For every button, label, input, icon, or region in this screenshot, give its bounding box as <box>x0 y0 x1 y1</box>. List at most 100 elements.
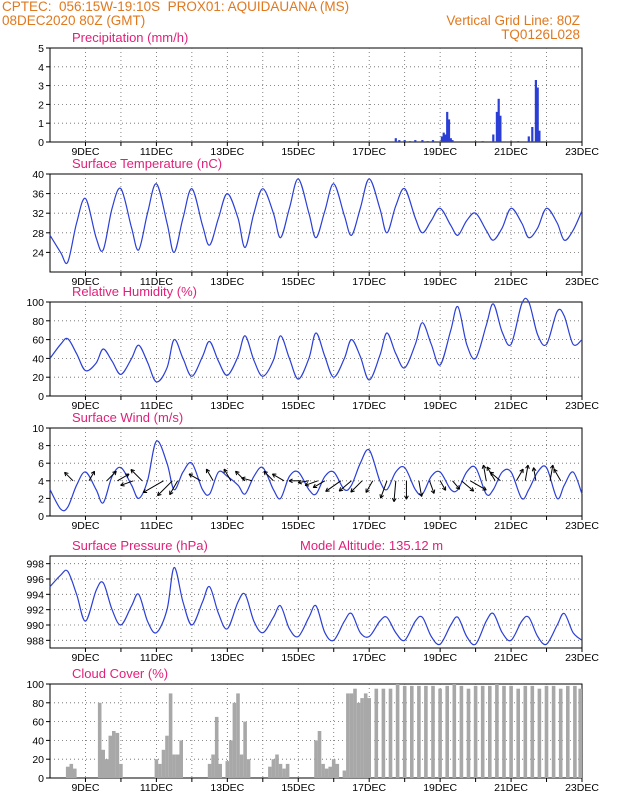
x-tick-label: 15DEC <box>281 276 315 288</box>
bar-cloud <box>438 688 442 778</box>
wind-arrow <box>64 471 74 482</box>
wind-arrow <box>142 480 164 494</box>
wind-arrow <box>241 476 253 482</box>
y-tick-label: 20 <box>32 372 44 384</box>
series-line-wind <box>49 440 583 512</box>
bar-cloud <box>232 702 237 778</box>
panel-frame <box>49 301 583 397</box>
wind-arrow <box>489 471 501 482</box>
bar-cloud <box>158 763 162 778</box>
bar-cloud <box>324 768 329 778</box>
wind-arrow <box>379 480 388 499</box>
bar-cloud <box>97 702 102 778</box>
bar-precip <box>426 141 429 142</box>
y-tick-label: 2 <box>38 99 44 111</box>
wind-arrow <box>304 480 318 487</box>
bar-cloud <box>229 740 233 778</box>
x-tick-label: 15DEC <box>281 652 315 664</box>
x-tick-label: 23DEC <box>565 146 599 158</box>
wind-arrow <box>470 480 487 491</box>
bar-precip <box>499 115 502 142</box>
bar-cloud <box>445 685 449 778</box>
x-tick-label: 19DEC <box>423 520 457 532</box>
y-tick-label: 28 <box>32 228 44 240</box>
x-tick-label: 13DEC <box>210 276 244 288</box>
x-tick-label: 13DEC <box>210 520 244 532</box>
header-model-id: TQ0126L028 <box>501 27 580 42</box>
y-tick-label: 992 <box>26 605 44 617</box>
x-tick-label: 9DEC <box>71 782 99 794</box>
bar-cloud <box>431 685 435 778</box>
y-tick-label: 20 <box>32 754 44 766</box>
bar-precip <box>446 111 449 142</box>
x-tick-label: 15DEC <box>281 520 315 532</box>
bar-precip <box>536 87 539 142</box>
wind-arrow <box>404 480 409 500</box>
bar-cloud <box>349 693 354 778</box>
wind-arrow <box>439 480 447 491</box>
y-tick-label: 36 <box>32 189 44 201</box>
wind-arrow <box>157 480 173 497</box>
x-tick-label: 21DEC <box>494 400 528 412</box>
wind-arrow <box>429 480 436 494</box>
x-tick-label: 13DEC <box>210 652 244 664</box>
bar-precip <box>408 141 412 142</box>
y-tick-label: 100 <box>26 297 44 309</box>
bar-precip <box>444 134 447 142</box>
y-tick-label: 40 <box>32 353 44 365</box>
y-tick-label: 6 <box>38 458 44 470</box>
wind-arrow <box>188 473 201 482</box>
bar-precip <box>431 140 435 142</box>
x-tick-label: 21DEC <box>494 276 528 288</box>
bar-precip <box>510 141 513 142</box>
bar-cloud <box>243 721 247 778</box>
bar-cloud <box>331 759 336 778</box>
bar-cloud <box>381 688 386 778</box>
bar-cloud <box>388 688 393 778</box>
bar-cloud <box>530 685 535 778</box>
bar-cloud <box>65 766 70 778</box>
bar-cloud <box>374 688 379 778</box>
header-date: 08DEC2020 80Z (GMT) <box>2 13 146 28</box>
bar-cloud <box>175 754 180 778</box>
bar-cloud <box>452 684 457 778</box>
bar-cloud <box>410 685 414 778</box>
x-tick-label: 17DEC <box>352 146 386 158</box>
bar-cloud <box>314 740 318 778</box>
bar-cloud <box>523 685 528 778</box>
bar-cloud <box>119 763 123 778</box>
bar-cloud <box>346 693 350 778</box>
y-tick-label: 4 <box>38 476 44 488</box>
bar-cloud <box>101 749 105 778</box>
wind-arrow <box>205 468 214 482</box>
bar-cloud <box>578 688 582 778</box>
bar-cloud <box>218 763 222 778</box>
wind-arrow <box>531 467 537 481</box>
bar-cloud <box>363 693 368 778</box>
wind-arrow <box>263 470 274 482</box>
panel-frame <box>49 555 583 649</box>
bar-cloud <box>108 735 113 778</box>
bar-cloud <box>115 732 120 778</box>
x-tick-label: 9DEC <box>71 146 99 158</box>
x-tick-label: 11DEC <box>140 276 173 288</box>
x-tick-label: 13DEC <box>210 146 244 158</box>
panel-title: Cloud Cover (%) <box>72 666 168 681</box>
bar-cloud <box>473 685 478 778</box>
bar-precip <box>442 132 445 142</box>
bar-precip <box>527 136 530 142</box>
panel-press: 988 990 992 994 996 998 9DEC 11DEC 13DEC 15DEC 17D… <box>26 538 599 664</box>
y-tick-label: 998 <box>26 559 44 571</box>
bar-cloud <box>275 754 279 778</box>
wind-arrow <box>461 480 475 492</box>
panel-precip: 0 1 2 3 4 5 9DEC 11DEC 13DEC 15DEC 17DEC 19DEC 21DEC… <box>38 30 599 158</box>
y-tick-label: 0 <box>38 511 44 523</box>
bar-cloud <box>566 685 570 778</box>
bar-precip <box>414 140 417 142</box>
bar-precip <box>492 134 495 142</box>
panel-title: Precipitation (mm/h) <box>72 30 188 45</box>
x-tick-label: 11DEC <box>140 652 173 664</box>
bar-cloud <box>165 735 169 778</box>
wind-arrow <box>350 480 363 493</box>
bar-precip <box>398 140 401 142</box>
